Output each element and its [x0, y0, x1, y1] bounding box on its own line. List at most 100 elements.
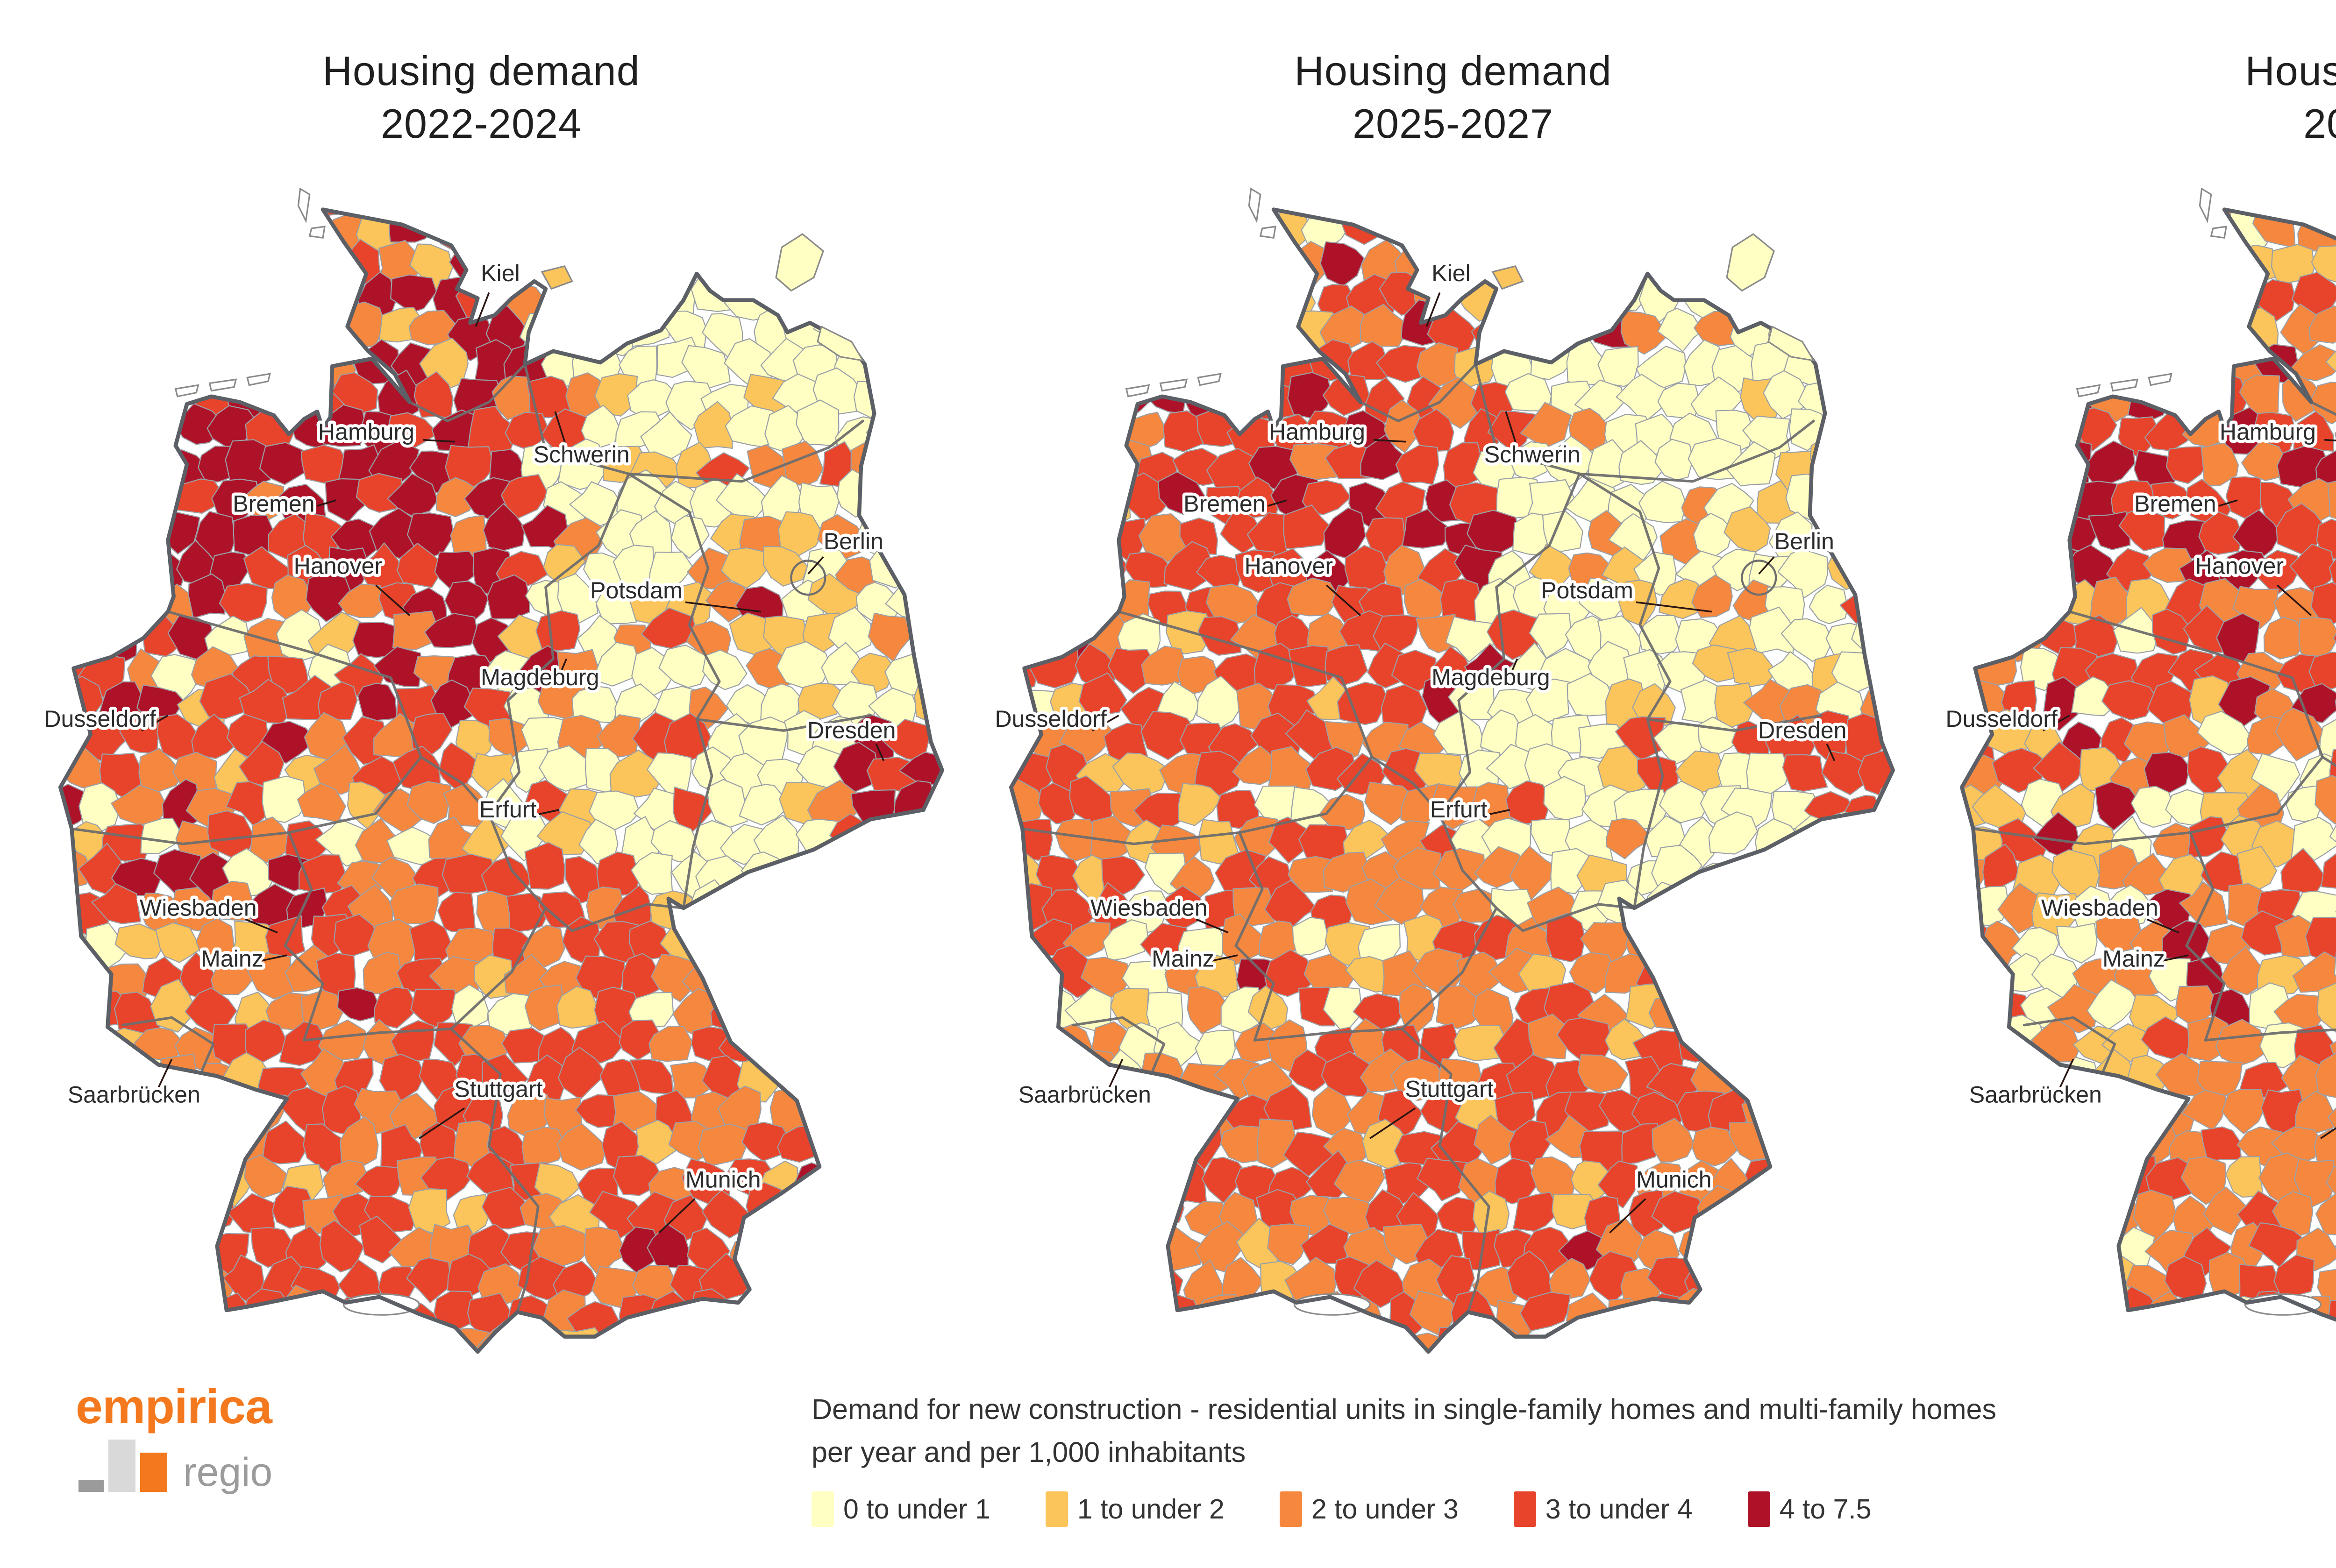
district-cell — [408, 1188, 451, 1234]
district-cell — [1844, 241, 1893, 290]
district-cell — [815, 209, 856, 220]
district-cell — [1724, 506, 1771, 553]
district-cell — [1510, 1335, 1558, 1352]
district-cell — [1018, 410, 1060, 456]
district-cell — [648, 551, 694, 596]
district-cell — [115, 1262, 158, 1303]
district-cell — [1474, 1114, 1525, 1165]
leader-line-Munich — [1609, 1198, 1646, 1234]
district-cell — [1708, 811, 1758, 855]
district-cell — [1971, 309, 2019, 354]
district-cell — [1694, 209, 1735, 221]
district-cell — [1321, 1051, 1370, 1098]
district-cell — [1691, 574, 1733, 618]
district-cell — [1984, 1330, 2029, 1352]
district-cell — [71, 545, 113, 591]
district-cell — [2118, 507, 2169, 552]
district-cell — [111, 209, 161, 218]
district-cell — [355, 1165, 403, 1202]
district-cell — [825, 987, 869, 1035]
district-cell — [556, 1123, 607, 1171]
district-cell — [188, 573, 226, 619]
district-cell — [1320, 241, 1365, 287]
district-cell — [595, 583, 644, 624]
district-cell — [1732, 989, 1777, 1035]
germany-map-svg-0: Kiel Hamburg Schwerin Bremen Hanover Berlin Po… — [41, 187, 945, 1354]
district-cell — [2099, 246, 2139, 294]
district-cell — [2091, 209, 2143, 213]
district-cell — [594, 373, 638, 417]
map-title-3-line2: 2028-2030 — [2303, 100, 2336, 147]
district-cell — [781, 1328, 834, 1352]
district-cell — [1881, 987, 1893, 1025]
district-cell — [2015, 1256, 2059, 1304]
district-cell — [1846, 509, 1886, 561]
district-cell — [154, 209, 200, 219]
map-title-1-line2: 2022-2024 — [381, 100, 582, 147]
district-cell — [2016, 1121, 2058, 1171]
choropleth-map-2028-2030: KielHamburgSchwerinBremenHanoverBerlinPo… — [1943, 183, 2336, 1354]
district-cell — [862, 277, 915, 315]
district-cell — [1519, 1291, 1571, 1332]
district-cell — [1140, 711, 1195, 760]
leader-line-Stuttgart — [419, 1107, 465, 1139]
district-cell — [1874, 1054, 1893, 1097]
district-cell — [2327, 477, 2336, 523]
district-cell — [389, 883, 439, 925]
legend-item: 0 to under 1 — [812, 1491, 990, 1527]
district-cell — [1548, 235, 1594, 284]
district-cell — [1853, 1292, 1893, 1341]
leader-line-Bremen — [1268, 499, 1287, 507]
district-cell — [2315, 448, 2336, 491]
district-cell — [1900, 948, 1951, 993]
district-cell — [1962, 273, 2014, 317]
district-cell — [181, 241, 230, 283]
district-cell — [2225, 1156, 2264, 1198]
district-cell — [1023, 209, 1075, 212]
district-cell — [1616, 374, 1673, 424]
district-cell — [1154, 336, 1199, 379]
district-cell — [1830, 475, 1877, 521]
city-label-Erfurt: Erfurt — [1430, 796, 1488, 823]
district-cell — [114, 923, 165, 959]
district-cell — [763, 884, 805, 930]
district-cell — [1610, 209, 1659, 250]
district-cell — [1013, 543, 1059, 591]
district-cell — [2329, 1024, 2336, 1069]
district-cell — [213, 1097, 259, 1135]
district-cell — [1075, 1324, 1117, 1352]
district-cell — [917, 209, 942, 222]
district-cell — [1172, 307, 1220, 359]
district-cell — [1800, 209, 1843, 215]
district-cell — [537, 209, 577, 250]
district-cell — [1860, 1018, 1893, 1067]
district-cell — [947, 1149, 997, 1195]
district-cell — [1117, 1295, 1160, 1334]
district-cell — [1362, 1119, 1408, 1170]
district-cell — [1078, 672, 1127, 717]
district-cell — [1178, 783, 1222, 826]
district-cell — [737, 911, 784, 958]
district-cell — [411, 1328, 455, 1352]
district-cell — [1263, 1084, 1312, 1131]
district-cell — [1793, 1224, 1831, 1271]
district-cell — [2099, 311, 2144, 349]
district-cell — [1839, 1327, 1893, 1352]
district-cell — [865, 1156, 912, 1202]
district-cell — [1731, 926, 1776, 973]
district-cell — [306, 209, 348, 217]
district-cell — [819, 1261, 864, 1310]
district-cell — [688, 211, 728, 258]
district-cell — [1619, 1322, 1670, 1352]
district-cell — [2316, 982, 2336, 1033]
district-cell — [1467, 510, 1521, 556]
district-cell — [1528, 1014, 1568, 1060]
district-cell — [1792, 1084, 1835, 1135]
district-cell — [1815, 339, 1860, 385]
district-cell — [2308, 305, 2336, 344]
district-cell — [481, 856, 533, 901]
district-cell — [879, 814, 927, 866]
district-cell — [1783, 1020, 1831, 1068]
district-cell — [1762, 848, 1809, 896]
district-cell — [396, 543, 446, 588]
